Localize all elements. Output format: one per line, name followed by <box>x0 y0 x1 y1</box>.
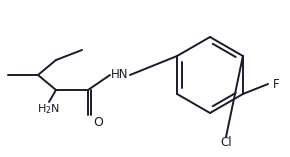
Text: H$_2$N: H$_2$N <box>37 102 59 116</box>
Text: O: O <box>93 116 103 128</box>
Text: F: F <box>273 78 279 90</box>
Text: Cl: Cl <box>220 136 232 149</box>
Text: HN: HN <box>111 68 129 81</box>
